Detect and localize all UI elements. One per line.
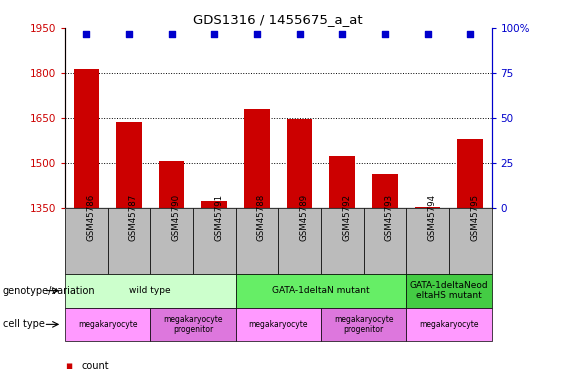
Bar <box>415 207 440 208</box>
Text: GSM45788: GSM45788 <box>257 194 266 241</box>
Bar <box>287 119 312 208</box>
Text: megakaryocyte: megakaryocyte <box>249 320 308 329</box>
Text: wild type: wild type <box>129 286 171 295</box>
Text: GSM45794: GSM45794 <box>428 194 437 241</box>
Point <box>295 30 304 36</box>
Text: megakaryocyte
progenitor: megakaryocyte progenitor <box>334 315 393 334</box>
Bar <box>329 156 355 208</box>
Point <box>466 30 475 36</box>
Text: megakaryocyte
progenitor: megakaryocyte progenitor <box>163 315 223 334</box>
Bar <box>116 122 142 208</box>
Text: GSM45791: GSM45791 <box>214 194 223 241</box>
Text: GATA-1deltaN mutant: GATA-1deltaN mutant <box>272 286 370 295</box>
Bar <box>202 201 227 208</box>
Text: megakaryocyte: megakaryocyte <box>419 320 479 329</box>
Point <box>124 30 133 36</box>
Point <box>167 30 176 36</box>
Point <box>423 30 432 36</box>
Title: GDS1316 / 1455675_a_at: GDS1316 / 1455675_a_at <box>193 13 363 26</box>
Text: GSM45790: GSM45790 <box>172 194 181 241</box>
Point <box>210 30 219 36</box>
Text: count: count <box>82 361 110 370</box>
Bar <box>458 139 483 208</box>
Bar <box>73 69 99 208</box>
Point <box>338 30 347 36</box>
Bar <box>159 161 184 208</box>
Point <box>82 30 91 36</box>
Text: genotype/variation: genotype/variation <box>3 286 95 296</box>
Point <box>380 30 389 36</box>
Text: GSM45789: GSM45789 <box>299 194 308 241</box>
Text: ◾: ◾ <box>65 361 72 370</box>
Bar <box>244 109 270 208</box>
Text: GSM45787: GSM45787 <box>129 194 138 241</box>
Text: megakaryocyte: megakaryocyte <box>78 320 137 329</box>
Text: GSM45795: GSM45795 <box>470 194 479 241</box>
Point <box>253 30 262 36</box>
Text: GSM45793: GSM45793 <box>385 194 394 241</box>
Text: GATA-1deltaNeod
eltaHS mutant: GATA-1deltaNeod eltaHS mutant <box>410 281 488 300</box>
Text: GSM45792: GSM45792 <box>342 194 351 241</box>
Bar <box>372 174 398 208</box>
Text: cell type: cell type <box>3 320 45 329</box>
Text: GSM45786: GSM45786 <box>86 194 95 241</box>
